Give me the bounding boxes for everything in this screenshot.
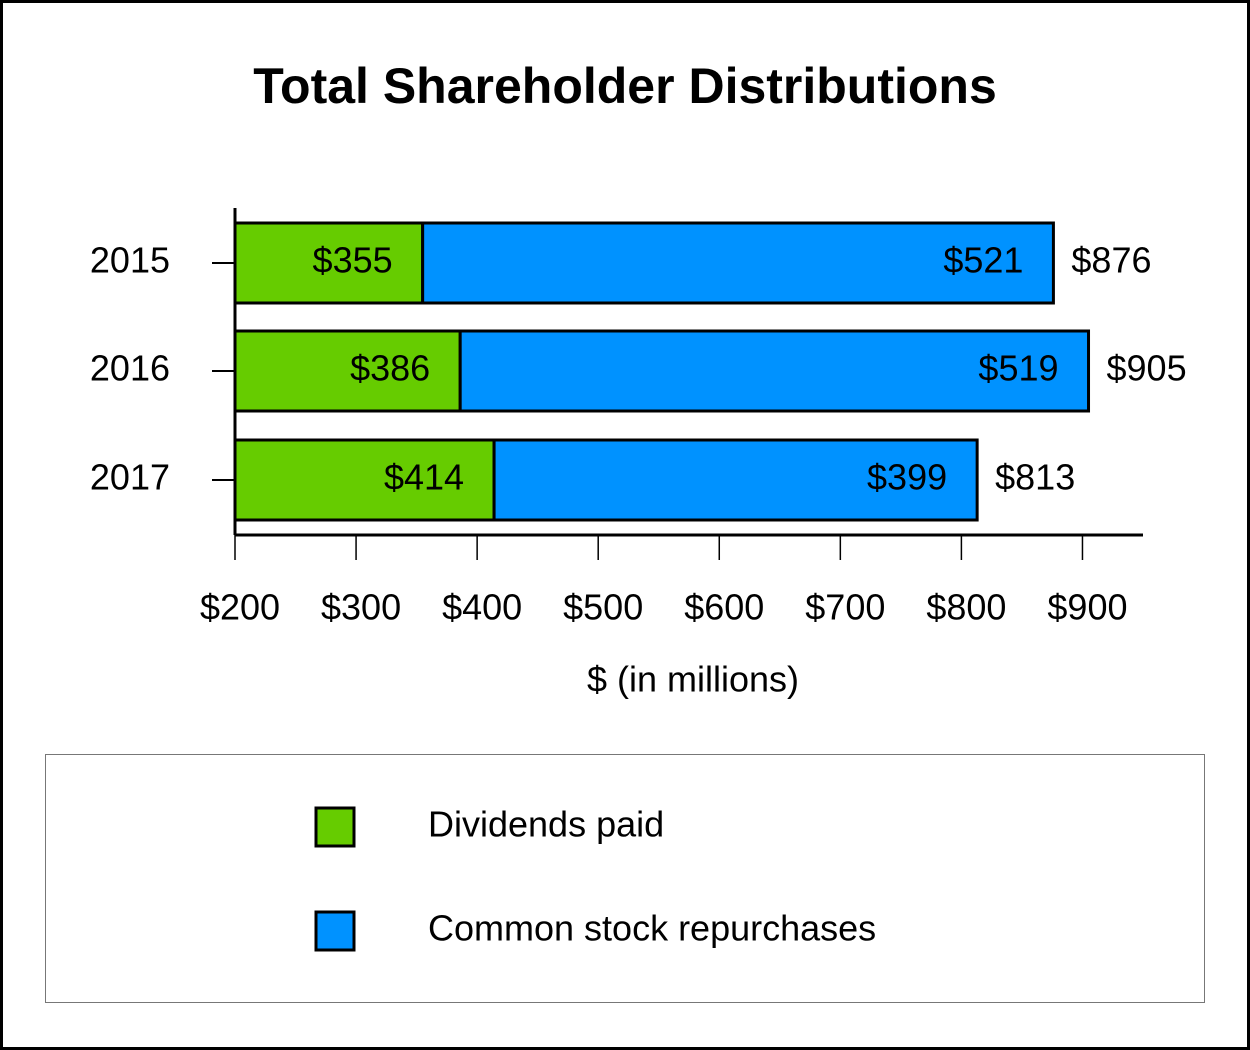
y-tick-label: 2017 [90, 457, 170, 498]
total-label: $905 [1107, 348, 1187, 389]
legend-swatch [314, 910, 356, 952]
x-tick-label: $700 [805, 587, 885, 628]
value-label: $414 [384, 457, 464, 498]
y-tick-label: 2016 [90, 348, 170, 389]
bar-segment [233, 438, 496, 522]
value-label: $386 [350, 348, 430, 389]
x-tick-label: $500 [563, 587, 643, 628]
x-tick-label: $400 [442, 587, 522, 628]
value-label: $355 [313, 240, 393, 281]
total-label: $876 [1071, 240, 1151, 281]
bar-segment [233, 221, 425, 305]
total-label: $813 [995, 457, 1075, 498]
value-label: $521 [943, 240, 1023, 281]
x-axis-label: $ (in millions) [587, 659, 799, 700]
value-label: $399 [867, 457, 947, 498]
x-tick-label: $800 [926, 587, 1006, 628]
x-tick-label: $200 [200, 587, 280, 628]
value-label: $519 [978, 348, 1058, 389]
bar-segment [492, 438, 979, 522]
bar-segment [421, 221, 1055, 305]
legend-label: Common stock repurchases [428, 908, 876, 949]
legend-box [45, 754, 1205, 1003]
legend-label: Dividends paid [428, 804, 664, 845]
x-tick-label: $900 [1047, 587, 1127, 628]
x-tick-label: $300 [321, 587, 401, 628]
x-tick-label: $600 [684, 587, 764, 628]
chart-title: Total Shareholder Distributions [253, 58, 997, 114]
y-tick-label: 2015 [90, 240, 170, 281]
bar-segment [458, 329, 1091, 413]
legend-swatch [314, 806, 356, 848]
bar-segment [233, 329, 462, 413]
